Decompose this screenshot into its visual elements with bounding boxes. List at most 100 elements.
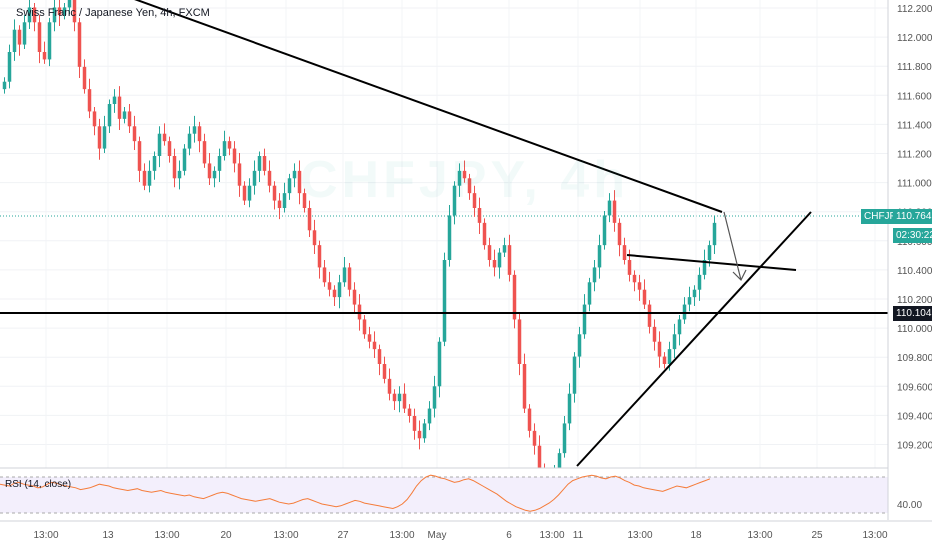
candle (147, 160, 152, 193)
time-tick-label: 13:00 (389, 530, 414, 541)
candle (562, 416, 567, 458)
candle (692, 285, 697, 307)
price-tick-label: 112.200 (897, 4, 932, 15)
time-axis[interactable]: 13:00 13 13:00 20 13:00 27 13:00 May 6 13:00 11 13:… (0, 520, 932, 550)
drawings[interactable] (0, 0, 890, 467)
candle (397, 386, 402, 413)
candle (462, 160, 467, 183)
time-tick-label: 25 (811, 530, 823, 541)
rsi-tick-label: 40.00 (897, 500, 922, 511)
candle (437, 337, 442, 398)
candle (472, 185, 477, 217)
candle (492, 249, 497, 277)
last-price-tag: 110.764 (893, 209, 932, 224)
candle (362, 314, 367, 339)
time-tick-label: 13:00 (33, 530, 58, 541)
candle (82, 59, 87, 94)
candle (172, 148, 177, 188)
candle (347, 262, 352, 297)
price-tick-label: 109.600 (897, 382, 932, 393)
candle (212, 166, 217, 188)
candle (452, 181, 457, 225)
candle (282, 182, 287, 213)
candle (402, 383, 407, 414)
candle (87, 78, 92, 119)
time-tick-label: 11 (573, 530, 584, 541)
candle (307, 200, 312, 237)
candle (67, 0, 72, 15)
time-tick-label: 13:00 (154, 530, 179, 541)
mid-trendline[interactable] (626, 254, 797, 271)
candle (407, 404, 412, 423)
symbol-title: Swiss Franc / Japanese Yen, 4h, FXCM (16, 7, 210, 19)
candle (502, 237, 507, 258)
candle (527, 404, 532, 438)
candle (232, 141, 237, 173)
candle (312, 219, 317, 255)
candle (337, 274, 342, 309)
candle (77, 17, 82, 78)
candle (22, 14, 27, 50)
candle (72, 0, 77, 32)
projection-arrow[interactable] (723, 211, 747, 282)
candle (447, 205, 452, 267)
candle (572, 352, 577, 403)
candle (257, 151, 262, 182)
candle (582, 294, 587, 339)
candle (182, 144, 187, 176)
candle (377, 344, 382, 376)
time-tick-label: May (428, 530, 447, 541)
candle (422, 418, 427, 443)
candle (342, 257, 347, 287)
candle (522, 353, 527, 414)
candle (162, 123, 167, 146)
price-tick-label: 110.200 (897, 295, 932, 306)
price-tick-label: 111.000 (897, 179, 932, 190)
price-axis[interactable]: 112.200 112.000 111.800 111.600 111.400 111.2… (887, 0, 932, 550)
price-tick-label: 111.200 (897, 150, 932, 161)
price-tick-label: 110.400 (897, 266, 932, 277)
candle (507, 234, 512, 282)
candle (152, 151, 157, 180)
candle (137, 136, 142, 182)
candle (672, 323, 677, 359)
candle (197, 121, 202, 153)
level-price-tag: 110.104 (893, 306, 932, 321)
price-tick-label: 109.400 (897, 411, 932, 422)
grid (0, 0, 888, 520)
candle (107, 99, 112, 133)
time-tick-label: 6 (506, 530, 512, 541)
candle (622, 237, 627, 265)
candle (42, 41, 47, 64)
candle (602, 210, 607, 250)
candle (332, 285, 337, 307)
ascending-trendline[interactable] (576, 211, 812, 467)
candle (647, 300, 652, 334)
candle (102, 115, 107, 154)
candle (487, 237, 492, 267)
candle (567, 383, 572, 431)
candle (597, 234, 602, 279)
candle (272, 181, 277, 210)
candle (62, 2, 67, 20)
candle (292, 163, 297, 188)
rsi-indicator-label[interactable]: RSI (14, close) (5, 479, 72, 490)
candle (92, 106, 97, 136)
candle (27, 0, 32, 29)
candle (97, 118, 102, 160)
candle (657, 331, 662, 368)
candle (637, 274, 642, 301)
time-tick-label: 13:00 (273, 530, 298, 541)
time-tick-label: 13:00 (862, 530, 887, 541)
candle (57, 0, 62, 26)
candle (512, 270, 517, 329)
candle (687, 286, 692, 312)
descending-trendline[interactable] (115, 0, 723, 213)
candle (392, 389, 397, 411)
candle (607, 193, 612, 223)
candle (12, 19, 17, 61)
candle (382, 356, 387, 384)
candle (697, 267, 702, 301)
